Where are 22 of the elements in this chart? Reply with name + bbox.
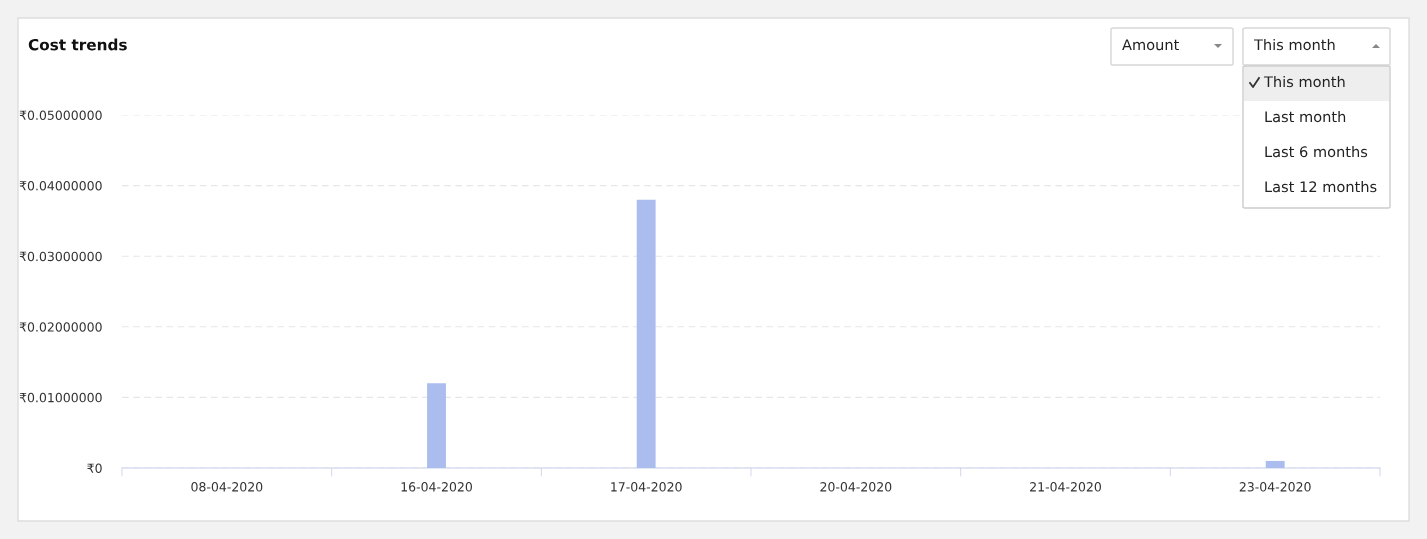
text: This month [1263,75,1345,88]
y-tick-label: ₹0.02000000 [19,322,102,332]
text: This month [1253,38,1335,51]
bar [1265,460,1285,468]
annotation: Last month [1265,110,1346,123]
x-tick-label: 23-04-2020 [1239,482,1311,492]
chart-title: Cost trends [28,38,127,51]
x-tick-label: 08-04-2020 [191,482,263,492]
x-tick-label: 16-04-2020 [401,482,472,492]
annotation: Last 6 months [1265,145,1368,158]
bar [427,383,446,468]
x-tick-label: 21-04-2020 [1030,482,1101,492]
x-tick-label: 17-04-2020 [611,482,682,492]
annotation: Last 12 months [1265,180,1377,193]
x-tick-label: 20-04-2020 [820,482,892,492]
text: Amount [1122,39,1179,51]
y-tick-label: ₹0 [87,463,102,473]
y-tick-label: ₹0.05000000 [19,110,102,120]
bar [636,199,656,468]
y-tick-label: ₹0.04000000 [19,181,102,191]
y-tick-label: ₹0.03000000 [19,251,102,262]
y-tick-label: ₹0.01000000 [19,392,102,403]
